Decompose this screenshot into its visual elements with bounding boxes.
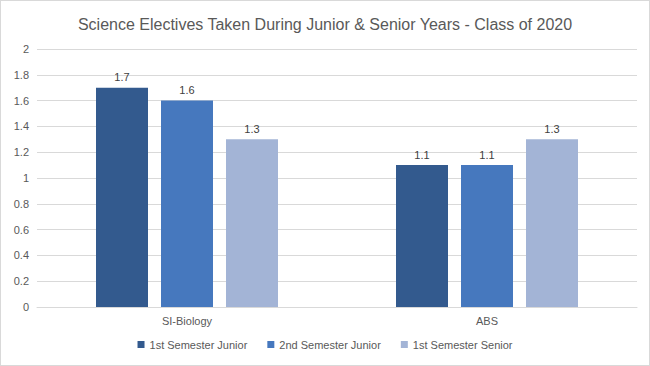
svg-text:0.8: 0.8	[14, 198, 29, 210]
svg-text:0.4: 0.4	[14, 249, 29, 261]
svg-text:1.3: 1.3	[544, 123, 559, 135]
svg-text:Science Electives Taken During: Science Electives Taken During Junior & …	[78, 16, 572, 33]
svg-text:1: 1	[23, 172, 29, 184]
svg-text:1.4: 1.4	[14, 120, 29, 132]
svg-text:1.2: 1.2	[14, 146, 29, 158]
svg-text:1.7: 1.7	[114, 71, 129, 83]
svg-text:1.6: 1.6	[179, 84, 194, 96]
svg-text:2nd Semester Junior: 2nd Semester Junior	[279, 339, 381, 351]
svg-text:SI-Biology: SI-Biology	[162, 315, 213, 327]
svg-text:1.1: 1.1	[479, 149, 494, 161]
svg-text:2: 2	[23, 43, 29, 55]
svg-text:0.6: 0.6	[14, 224, 29, 236]
svg-text:1.8: 1.8	[14, 69, 29, 81]
svg-text:1.1: 1.1	[414, 149, 429, 161]
svg-text:1st Semester Senior: 1st Semester Senior	[413, 339, 513, 351]
svg-text:1st Semester Junior: 1st Semester Junior	[150, 339, 248, 351]
svg-text:0: 0	[23, 301, 29, 313]
svg-text:0.2: 0.2	[14, 275, 29, 287]
svg-text:1.3: 1.3	[244, 123, 259, 135]
svg-text:ABS: ABS	[476, 315, 498, 327]
svg-text:1.6: 1.6	[14, 95, 29, 107]
